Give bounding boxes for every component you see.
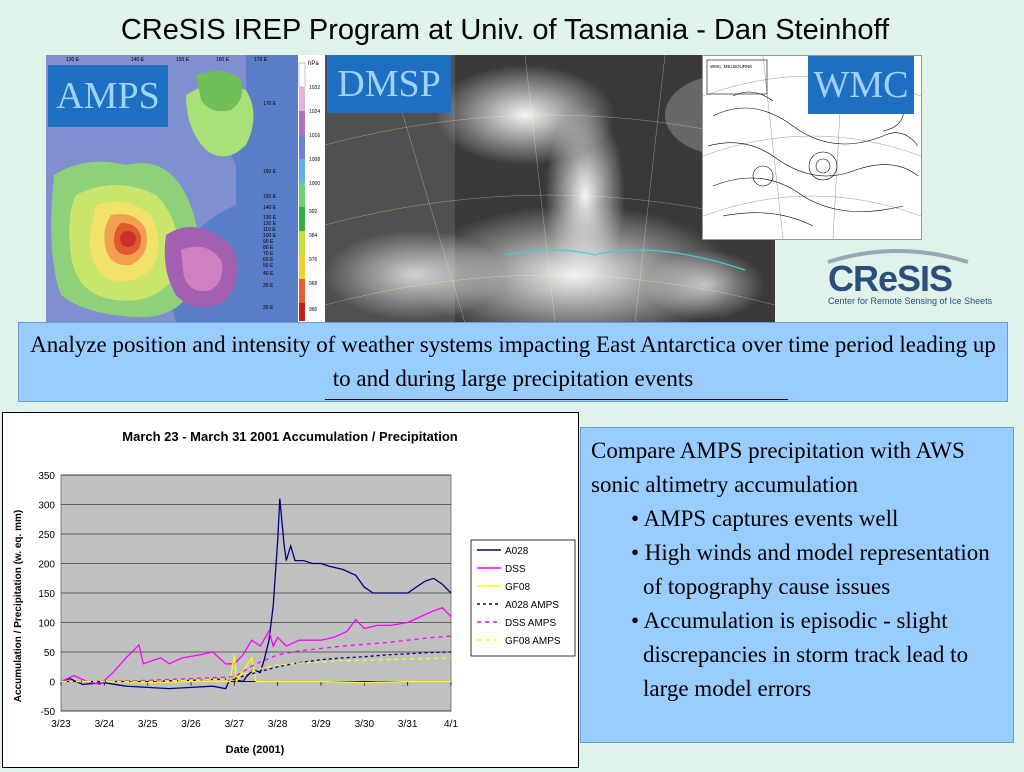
amps-lat-label: 70 E: [263, 251, 274, 257]
amps-lat-label: 30 E: [263, 283, 274, 289]
series-line: [60, 607, 452, 686]
amps-lat-label: 100 E: [263, 233, 277, 239]
legend-label: A028: [505, 546, 529, 557]
amps-lon-label: 160 E: [216, 57, 230, 63]
amps-lat-label: 170 E: [263, 101, 277, 107]
y-tick-label: 150: [38, 589, 55, 600]
accumulation-chart: March 23 - March 31 2001 Accumulation / …: [13, 429, 576, 756]
amps-lon-label: 130 E: [66, 57, 80, 63]
amps-lon-label: 140 E: [131, 57, 145, 63]
legend-label: DSS: [505, 564, 526, 575]
amps-legend-value: 992: [309, 209, 318, 215]
amps-legend-value: 984: [309, 233, 318, 239]
amps-lat-label: 40 E: [263, 271, 274, 277]
amps-lat-label: 90 E: [263, 239, 274, 245]
cresis-logo: CReSIS Center for Remote Sensing of Ice …: [822, 244, 992, 310]
amps-lat-label: 120 E: [263, 221, 277, 227]
amps-lat-label: 80 E: [263, 245, 274, 251]
summary-text: Analyze position and intensity of weathe…: [30, 332, 996, 391]
series-line: [60, 498, 452, 690]
cresis-tagline: Center for Remote Sensing of Ice Sheets: [828, 296, 993, 306]
amps-map-panel: hPa 1032 1024 1016 1008 1000 992 984 976…: [46, 55, 331, 323]
amps-unit: hPa: [308, 61, 319, 67]
chart-xlabel: Date (2001): [226, 744, 285, 756]
amps-pressure-map: hPa 1032 1024 1016 1008 1000 992 984 976…: [46, 55, 331, 323]
summary-underline: [325, 399, 788, 400]
chart-title: March 23 - March 31 2001 Accumulation / …: [122, 429, 458, 444]
amps-colorbar: [298, 62, 306, 321]
amps-legend-value: 968: [309, 281, 318, 287]
series-line: [61, 657, 452, 683]
dmsp-label: DMSP: [327, 55, 451, 113]
legend-label: GF08: [505, 582, 530, 593]
cresis-arc: [827, 249, 969, 264]
amps-legend-value: 1000: [309, 181, 320, 187]
notes-bullet: • AMPS captures events well: [631, 506, 899, 531]
notes-box: Compare AMPS precipitation with AWS soni…: [580, 427, 1014, 743]
amps-lon-label: 150 E: [176, 57, 190, 63]
x-tick-label: 3/30: [355, 719, 375, 730]
legend-label: DSS AMPS: [505, 618, 556, 629]
series-line: [61, 654, 451, 684]
slide-title: CReSIS IREP Program at Univ. of Tasmania…: [120, 14, 890, 46]
amps-lat-label: 150 E: [263, 194, 277, 200]
amps-legend-value: 1032: [309, 85, 320, 91]
amps-legend-value: 1024: [309, 109, 320, 115]
amps-legend-value: 1008: [309, 157, 320, 163]
amps-lat-label: 60 E: [263, 257, 274, 263]
chart-legend: [470, 539, 576, 657]
dmsp-satellite-panel: DMSP: [325, 55, 775, 323]
amps-lat-label: 20 E: [263, 305, 274, 311]
legend-label: GF08 AMPS: [505, 636, 561, 647]
x-tick-label: 4/1: [444, 719, 458, 730]
summary-box: Analyze position and intensity of weathe…: [18, 322, 1008, 402]
amps-lat-label: 140 E: [263, 205, 277, 211]
amps-lat-label: 160 E: [263, 169, 277, 175]
x-tick-label: 3/28: [268, 719, 288, 730]
y-tick-label: 50: [44, 648, 56, 659]
cresis-logo-text: CReSIS: [828, 258, 953, 299]
y-tick-label: 200: [38, 560, 55, 571]
x-tick-label: 3/27: [225, 719, 245, 730]
y-tick-label: 350: [38, 471, 55, 482]
amps-lat-label: 110 E: [263, 227, 276, 233]
wmc-header-text: WMC, MELBOURNE: [710, 64, 752, 69]
amps-legend-value: 976: [309, 257, 318, 263]
notes-heading: Compare AMPS precipitation with AWS soni…: [591, 438, 965, 497]
amps-lon-label: 170 E: [254, 57, 268, 63]
x-tick-label: 3/31: [398, 719, 418, 730]
wmc-label: WMC: [808, 56, 914, 114]
y-tick-label: 0: [49, 678, 55, 689]
amps-label: AMPS: [48, 65, 168, 127]
chart-ylabel: Accumulation / Precipitation (w. eq. mm): [13, 510, 24, 702]
y-tick-label: 100: [38, 619, 55, 630]
legend-label: A028 AMPS: [505, 600, 559, 611]
y-tick-label: 250: [38, 530, 55, 541]
x-tick-label: 3/25: [138, 719, 158, 730]
y-tick-label: 300: [38, 501, 55, 512]
wmc-synoptic-panel: WMC, MELBOURNE WMC: [702, 55, 922, 240]
notes-bullet: • Accumulation is episodic - slight disc…: [631, 608, 969, 701]
amps-legend-value: 960: [309, 307, 318, 313]
accumulation-chart-frame: March 23 - March 31 2001 Accumulation / …: [2, 412, 579, 768]
x-tick-label: 3/24: [95, 719, 115, 730]
notes-bullet: • High winds and model representation of…: [631, 540, 990, 599]
series-line: [61, 635, 452, 683]
amps-lat-label: 50 E: [263, 263, 274, 269]
x-tick-label: 3/26: [181, 719, 201, 730]
amps-legend-value: 1016: [309, 133, 320, 139]
x-tick-label: 3/23: [51, 719, 71, 730]
y-tick-label: -50: [41, 707, 56, 718]
x-tick-label: 3/29: [311, 719, 331, 730]
amps-lat-label: 130 E: [263, 215, 277, 221]
